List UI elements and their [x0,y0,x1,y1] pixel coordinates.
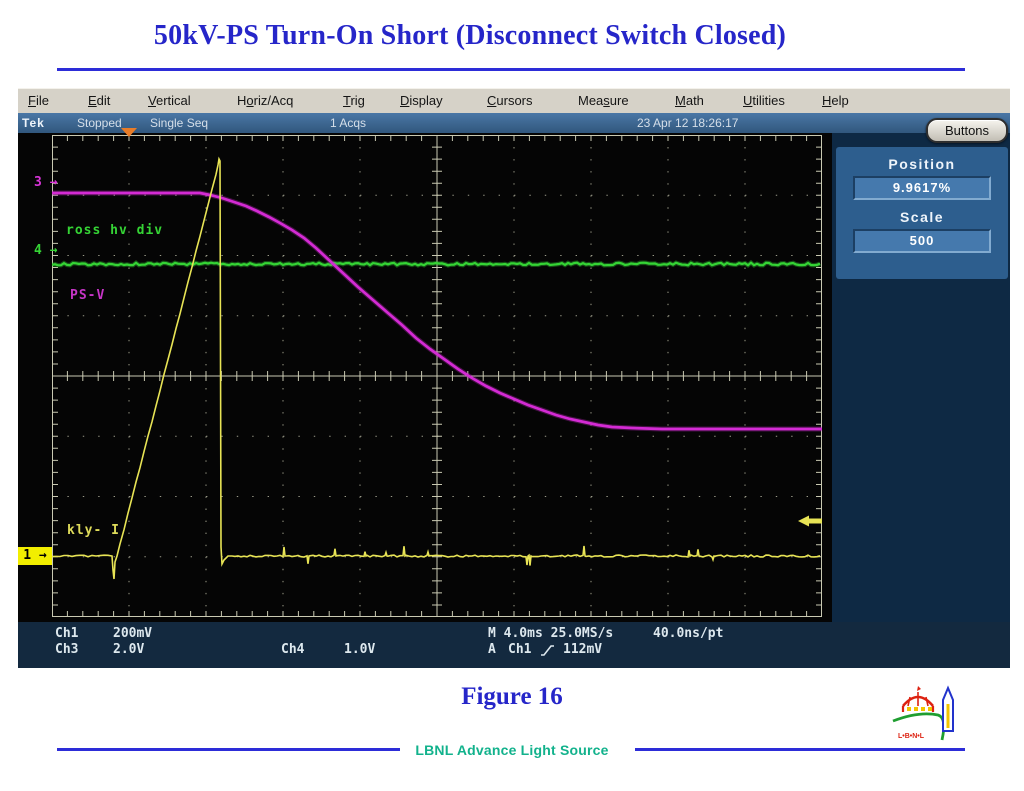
lbnl-logo: L•B•N•L [892,685,954,741]
oscilloscope-window: File Edit Vertical Horiz/Acq Trig Display Curs… [18,88,1010,668]
buttons-button[interactable]: Buttons [926,118,1008,143]
timebase-readout: M 4.0ms 25.0MS/s [488,626,614,641]
channel-4-reference-marker[interactable]: 4 → [34,243,58,258]
menu-item-file[interactable]: File [28,93,49,108]
footer-rule-left [57,748,400,751]
graticule-ticks [52,135,822,617]
logo-windows [907,707,932,711]
trace-ch4-ross-hv-div [52,261,821,267]
logo-text: L•B•N•L [898,733,925,740]
graticule-border [52,135,822,617]
channel-readout-bar: Ch1 200mV Ch3 2.0V Ch4 1.0V M 4.0ms 25.0… [18,622,1010,668]
menu-item-horizacq[interactable]: Horiz/Acq [237,93,294,108]
ch3-label: Ch3 [55,642,79,657]
menu-item-help[interactable]: Help [822,93,849,108]
footer-label: LBNL Advance Light Source [415,742,609,758]
title-underline-rule [57,68,965,71]
resolution-readout: 40.0ns/pt [653,626,724,641]
menu-item-edit[interactable]: Edit [88,93,111,108]
trace-label-kly-i: kly- I [67,523,120,538]
position-value-field[interactable]: 9.9617% [853,176,991,200]
scale-value-field[interactable]: 500 [853,229,991,253]
waveform-plot [52,135,822,617]
horizontal-control-panel: Position 9.9617% Scale 500 [836,147,1008,279]
scope-graticule-area: 3 → 4 → 1 → ross hv div PS-V kly- I [18,133,832,622]
trace-label-ross-hv-div: ross hv div [66,223,164,238]
menu-item-vertical[interactable]: Vertical [148,93,191,108]
trace-ch3-ps-v [52,191,822,431]
scope-statusbar: Tek Stopped Single Seq 1 Acqs 23 Apr 12 … [18,113,1010,133]
ch1-scale: 200mV [113,626,153,641]
page-title: 50kV-PS Turn-On Short (Disconnect Switch… [153,20,787,51]
menu-item-math[interactable]: Math [675,93,704,108]
menu-item-trig[interactable]: Trig [343,93,365,108]
trigger-position-marker-icon[interactable] [121,128,137,137]
datetime: 23 Apr 12 18:26:17 [637,116,739,130]
figure-caption: Figure 16 [461,683,563,710]
trigger-mode-readout: A [488,642,496,657]
scale-label: Scale [899,209,945,225]
menu-item-utilities[interactable]: Utilities [743,93,785,108]
tek-logo: Tek [22,116,45,130]
menu-item-display[interactable]: Display [400,93,443,108]
menu-item-measure[interactable]: Measure [578,93,629,108]
footer-rule-right [635,748,965,751]
ch4-label: Ch4 [281,642,305,657]
channel-3-reference-marker[interactable]: 3 → [34,175,58,190]
acquisition-count: 1 Acqs [330,116,367,130]
rising-slope-icon [541,645,554,656]
trace-ch1-kly-i [52,156,821,580]
scope-menubar: File Edit Vertical Horiz/Acq Trig Display Curs… [18,88,1010,115]
ch4-scale: 1.0V [344,642,376,657]
acquisition-state: Stopped [77,116,122,130]
channel-1-reference-marker[interactable]: 1 → [18,547,52,565]
ch1-label: Ch1 [55,626,79,641]
acquisition-mode: Single Seq [150,116,209,130]
trigger-level-readout: 112mV [563,642,603,657]
menu-item-cursors[interactable]: Cursors [487,93,533,108]
position-label: Position [888,156,956,172]
trigger-source-readout: Ch1 [508,642,532,657]
trace-label-ps-v: PS-V [70,288,106,303]
ch3-scale: 2.0V [113,642,145,657]
trigger-level-arrow[interactable] [798,515,822,527]
